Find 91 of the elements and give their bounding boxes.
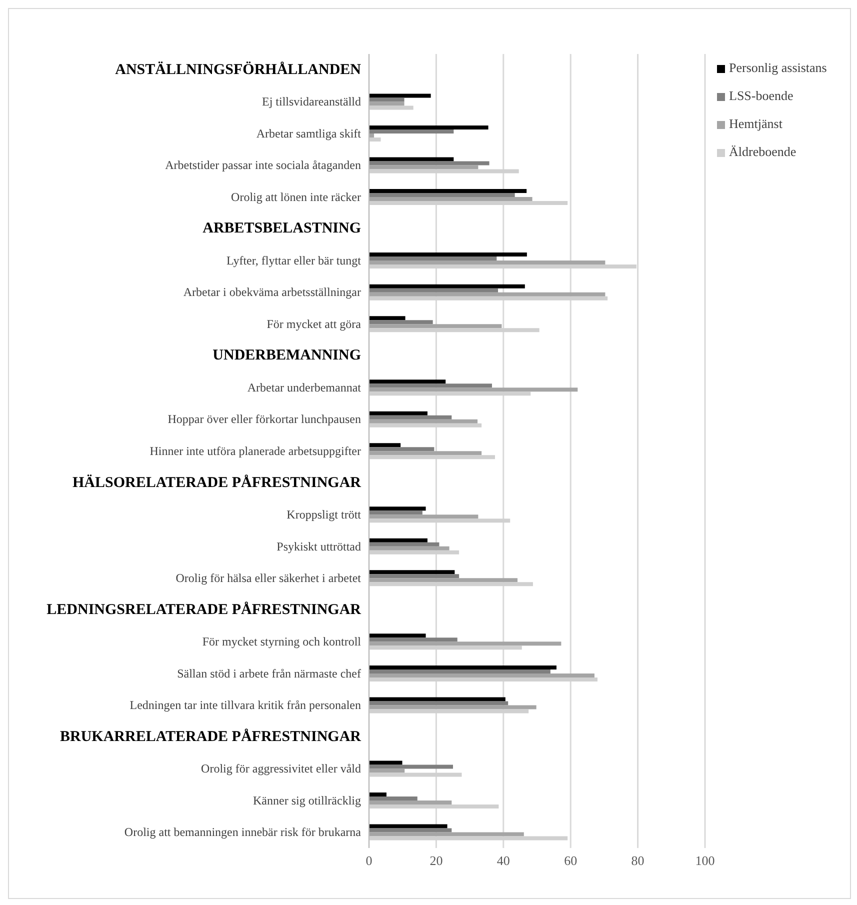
bar [369, 292, 606, 296]
x-tick-label: 60 [564, 853, 578, 868]
bar [369, 161, 490, 166]
bar [369, 157, 454, 162]
y-tick-label: Orolig att lönen inte räcker [231, 190, 361, 204]
bar [369, 510, 422, 515]
bar [369, 451, 482, 456]
bar [369, 165, 478, 170]
y-tick-label: Hoppar över eller förkortar lunchpausen [168, 412, 361, 426]
bar [369, 193, 515, 198]
legend-label: Personlig assistans [729, 60, 827, 75]
bar [369, 828, 452, 832]
bar [369, 514, 478, 519]
bar [369, 380, 446, 384]
bar [369, 189, 527, 194]
bar [369, 419, 478, 424]
bar [369, 824, 448, 828]
bar [369, 760, 402, 765]
y-tick-label: För mycket styrning och kontroll [202, 634, 362, 649]
bar [369, 642, 562, 646]
bar [369, 546, 450, 550]
bar [369, 316, 406, 320]
bar [369, 768, 405, 773]
y-tick-label: Ej tillsvidareanställd [262, 94, 361, 109]
bar [369, 764, 453, 769]
y-tick-label: UNDERBEMANNING [212, 348, 362, 364]
bar [369, 284, 525, 288]
x-tick-label: 100 [695, 853, 715, 868]
bar [369, 443, 401, 448]
y-tick-label: Arbetar i obekväma arbetsställningar [183, 285, 361, 300]
x-tick-label: 0 [366, 853, 372, 868]
legend-label: Äldreboende [729, 144, 796, 159]
bar [369, 130, 454, 134]
y-tick-label: ANSTÄLLNINGSFÖRHÅLLANDEN [115, 60, 362, 78]
bar [369, 411, 428, 416]
y-tick-label: Arbetar samtliga skift [256, 126, 362, 140]
bar [369, 384, 492, 388]
y-tick-label: För mycket att göra [266, 316, 362, 331]
bar [369, 705, 536, 710]
y-tick-label: Arbetstider passar inte sociala åtaganden [165, 158, 361, 172]
bar [369, 126, 488, 130]
bar [369, 197, 532, 202]
bar [369, 796, 418, 800]
y-tick-label: HÄLSORELATERADE PÅFRESTNINGAR [72, 474, 362, 491]
bar [369, 320, 433, 324]
y-tick-label: Sällan stöd i arbete från närmaste chef [177, 666, 361, 680]
y-tick-label: Kroppsligt trött [286, 508, 362, 522]
bar [369, 538, 428, 542]
bar [369, 832, 524, 836]
bar [369, 570, 455, 574]
x-tick-label: 40 [496, 853, 510, 868]
y-tick-label: ARBETSBELASTNING [202, 220, 362, 237]
bar [369, 542, 440, 546]
bar [369, 506, 426, 511]
y-tick-label: Psykiskt uttröttad [276, 539, 361, 554]
legend-label: LSS-boende [729, 88, 794, 103]
x-tick-label: 20 [430, 853, 443, 868]
bar [369, 288, 498, 292]
bar [369, 665, 556, 670]
bar [369, 638, 458, 642]
x-tick-label: 80 [631, 853, 644, 868]
bar [369, 94, 431, 98]
bar [369, 324, 502, 328]
y-tick-label: Ledningen tar inte tillvara kritik från personalen [130, 698, 361, 712]
bar [369, 673, 594, 678]
bar [369, 98, 404, 102]
bar [369, 102, 404, 106]
bar [369, 260, 606, 265]
y-tick-label: Känner sig otillräcklig [253, 793, 361, 808]
bar [369, 792, 386, 796]
y-tick-label: BRUKARRELATERADE PÅFRESTNINGAR [60, 728, 362, 745]
bar [369, 697, 506, 702]
y-tick-label: Arbetar underbemannat [247, 380, 362, 394]
bar [369, 634, 426, 638]
y-tick-label: Lyfter, flyttar eller bär tungt [226, 253, 362, 268]
bar [369, 447, 434, 452]
bar [369, 252, 527, 257]
bar [369, 669, 550, 674]
legend-label: Hemtjänst [729, 116, 782, 131]
bar [369, 701, 508, 706]
bar [369, 574, 460, 578]
bar [369, 578, 518, 582]
bar [369, 800, 452, 804]
y-tick-label: Hinner inte utföra planerade arbetsuppgifter [150, 444, 361, 458]
y-tick-label: Orolig att bemanningen innebär risk för brukarna [124, 825, 362, 840]
bar [369, 415, 452, 420]
bar [369, 256, 497, 261]
y-tick-label: Orolig för hälsa eller säkerhet i arbetet [176, 571, 362, 586]
y-tick-label: Orolig för aggressivitet eller våld [201, 762, 361, 776]
bar [369, 388, 578, 392]
y-tick-label: LEDNINGSRELATERADE PÅFRESTNINGAR [46, 600, 362, 618]
